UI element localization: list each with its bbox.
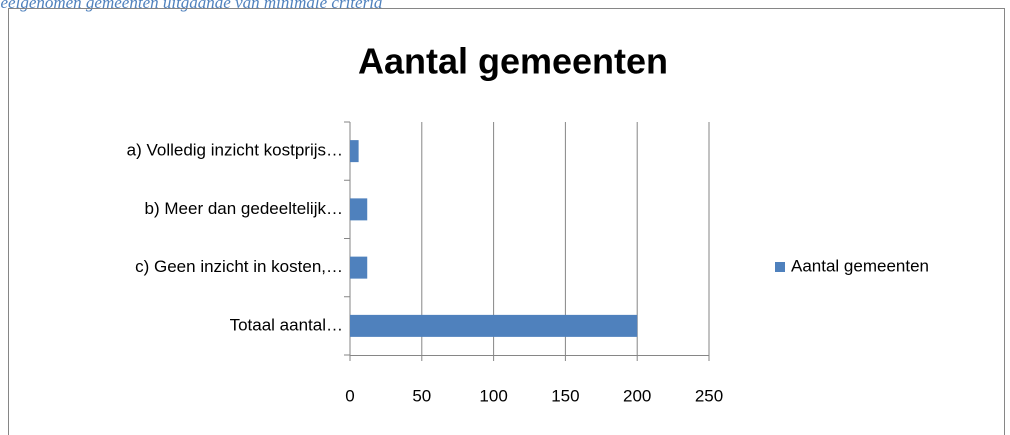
x-tick-label: 0 (345, 386, 354, 405)
legend-label: Aantal gemeenten (791, 256, 929, 275)
bar (350, 314, 638, 337)
x-tick-label: 100 (479, 386, 507, 405)
x-tick-label: 150 (551, 386, 579, 405)
y-tick-label: a) Volledig inzicht kostprijs… (127, 141, 343, 160)
bar (350, 140, 359, 163)
chart-title: Aantal gemeenten (358, 41, 668, 82)
bar (350, 198, 368, 221)
x-tick-label: 50 (412, 386, 431, 405)
y-tick-label: b) Meer dan gedeeltelijk… (145, 199, 343, 218)
x-tick-label: 250 (695, 386, 723, 405)
chart-border (8, 8, 1005, 435)
x-tick-label: 200 (623, 386, 651, 405)
legend-swatch (775, 262, 785, 272)
bar (350, 256, 368, 279)
y-tick-label: Totaal aantal… (230, 315, 343, 334)
y-tick-label: c) Geen inzicht in kosten,… (135, 257, 343, 276)
caption: deelgenomen gemeenten uitgaande van mini… (0, 0, 382, 12)
